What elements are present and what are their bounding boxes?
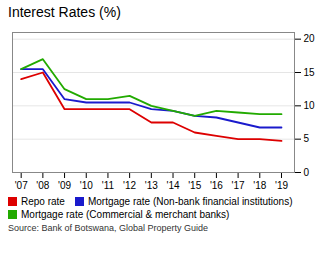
svg-text:'11: '11: [102, 180, 115, 191]
svg-text:'08: '08: [36, 180, 49, 191]
html-text:Interest Rates (%): Interest Rates (%): [8, 4, 121, 20]
svg-text:'15: '15: [188, 180, 201, 191]
html-text:Repo rate: Repo rate: [21, 196, 65, 207]
svg-text:'12: '12: [123, 180, 136, 191]
svg-text:15: 15: [304, 67, 316, 78]
svg-text:'17: '17: [232, 180, 245, 191]
html-text:Mortgage rate (Commercial & me: Mortgage rate (Commercial & merchant ban…: [21, 209, 230, 220]
svg-text:'10: '10: [80, 180, 93, 191]
svg-text:'14: '14: [166, 180, 179, 191]
svg-text:0: 0: [304, 167, 310, 178]
svg-text:'09: '09: [58, 180, 71, 191]
svg-text:'07: '07: [15, 180, 28, 191]
svg-text:5: 5: [304, 133, 310, 144]
html-text:Source: Bank of Botswana, Glob: Source: Bank of Botswana, Global Propert…: [8, 223, 209, 233]
svg-text:'13: '13: [145, 180, 158, 191]
svg-text:20: 20: [304, 33, 316, 44]
svg-text:'19: '19: [275, 180, 288, 191]
html-text:Mortgage rate (Non-bank financ: Mortgage rate (Non-bank financial instit…: [87, 196, 293, 207]
svg-text:'16: '16: [210, 180, 223, 191]
svg-text:'18: '18: [253, 180, 266, 191]
svg-text:10: 10: [304, 100, 316, 111]
